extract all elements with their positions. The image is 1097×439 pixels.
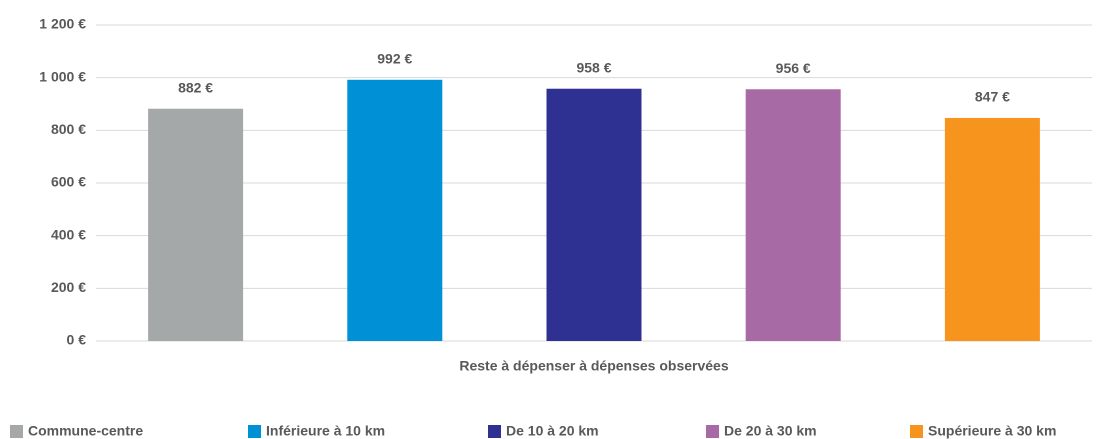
legend-swatch xyxy=(248,425,261,438)
legend-swatch xyxy=(10,425,23,438)
y-tick-label: 600 € xyxy=(51,174,86,190)
legend-label: De 20 à 30 km xyxy=(724,423,817,439)
value-label: 958 € xyxy=(576,59,611,75)
y-tick-label: 0 € xyxy=(67,332,87,348)
y-tick-label: 200 € xyxy=(51,279,86,295)
bar xyxy=(347,79,443,342)
legend-label: De 10 à 20 km xyxy=(506,423,599,439)
y-tick-label: 800 € xyxy=(51,121,86,137)
bar xyxy=(944,117,1040,341)
bar xyxy=(546,88,642,341)
legend-label: Supérieure à 30 km xyxy=(928,423,1056,439)
legend-label: Inférieure à 10 km xyxy=(266,423,385,439)
legend-swatch xyxy=(910,425,923,438)
legend-swatch xyxy=(488,425,501,438)
y-tick-label: 1 200 € xyxy=(39,16,86,32)
y-tick-label: 400 € xyxy=(51,226,86,242)
legend-label: Commune-centre xyxy=(28,423,143,439)
bar xyxy=(745,89,841,342)
value-label: 882 € xyxy=(178,79,213,95)
value-label: 956 € xyxy=(776,60,811,76)
y-tick-label: 1 000 € xyxy=(39,68,86,84)
x-tick-label: Reste à dépenser à dépenses observées xyxy=(459,358,728,374)
bar xyxy=(148,108,244,342)
value-label: 847 € xyxy=(975,89,1010,105)
legend-swatch xyxy=(706,425,719,438)
value-label: 992 € xyxy=(377,50,412,66)
